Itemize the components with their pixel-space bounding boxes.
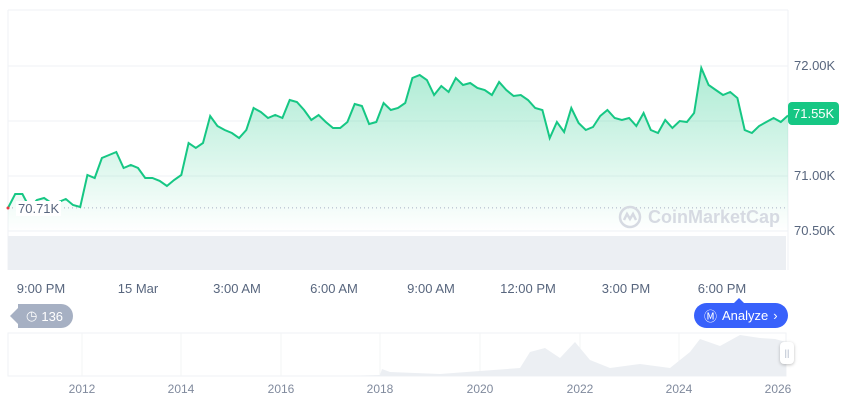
year-tick: 2018: [366, 382, 394, 396]
x-tick: 6:00 AM: [310, 281, 358, 296]
x-tick: 9:00 AM: [407, 281, 455, 296]
navigator-drag-handle[interactable]: ||: [780, 342, 794, 364]
navigator-area: [340, 335, 786, 376]
volume-bars: [8, 236, 786, 270]
watermark-text: CoinMarketCap: [648, 206, 781, 227]
price-line: [7, 64, 789, 210]
history-clock-icon: ◷: [26, 308, 38, 323]
analyze-button[interactable]: Ⓜ Analyze ›: [694, 298, 788, 328]
chevron-right-icon: ›: [773, 308, 778, 323]
year-tick: 2020: [466, 382, 494, 396]
cmc-ai-icon: Ⓜ: [704, 309, 718, 324]
x-tick: 6:00 PM: [697, 281, 747, 296]
history-count: 136: [41, 308, 64, 324]
x-tick: 15 Mar: [117, 281, 159, 296]
coinmarketcap-watermark: CoinMarketCap: [618, 205, 780, 229]
open-point: [6, 206, 10, 210]
year-tick: 2026: [764, 382, 792, 396]
y-tick: 71.00K: [794, 168, 836, 183]
open-price-label: 70.71K: [16, 201, 62, 216]
year-tick: 2024: [665, 382, 693, 396]
analyze-label: Analyze: [722, 308, 769, 323]
current-price-badge: 71.55K: [788, 102, 840, 125]
y-tick: 70.50K: [794, 223, 836, 238]
x-tick: 3:00 PM: [601, 281, 651, 296]
y-tick: 72.00K: [794, 58, 836, 73]
year-tick: 2022: [566, 382, 594, 396]
price-area: [8, 68, 788, 232]
year-tick: 2012: [68, 382, 96, 396]
year-tick: 2016: [267, 382, 295, 396]
x-tick: 9:00 PM: [16, 281, 66, 296]
cmc-logo-icon: [618, 205, 642, 229]
history-button[interactable]: ◷ 136: [9, 304, 74, 328]
x-tick: 3:00 AM: [213, 281, 261, 296]
x-tick: 12:00 PM: [500, 281, 556, 296]
year-tick: 2014: [167, 382, 195, 396]
